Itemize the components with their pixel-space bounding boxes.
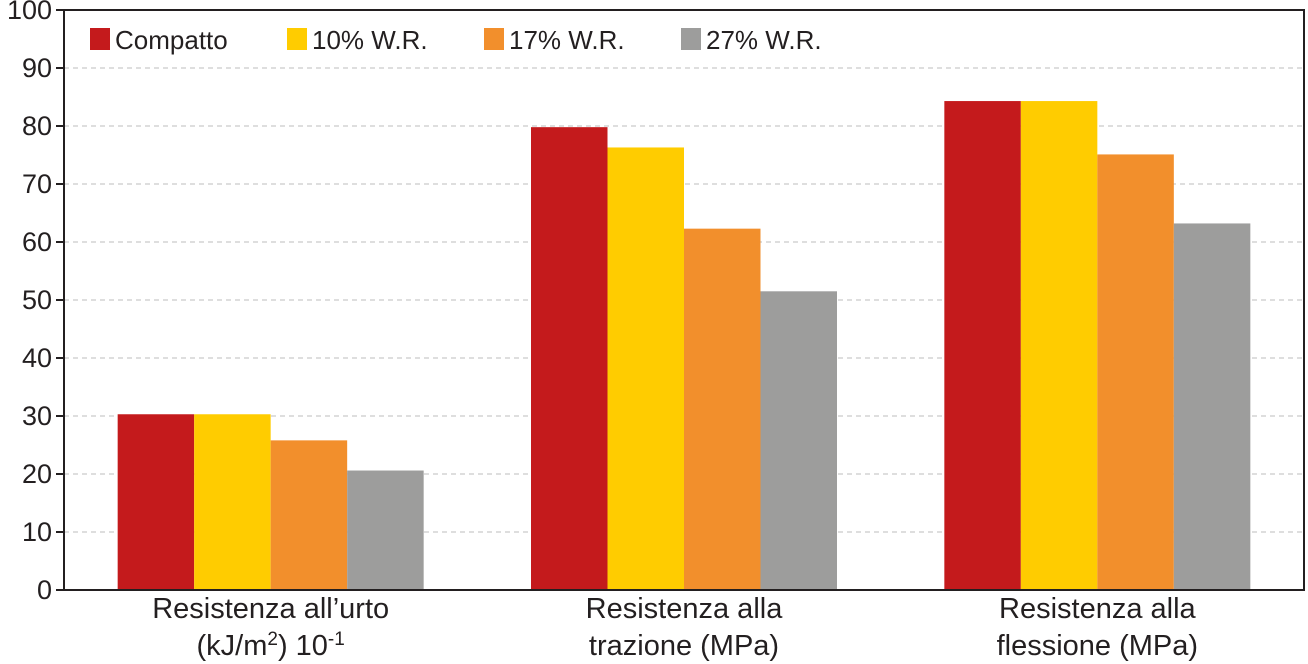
bar-27-w-r	[347, 470, 424, 590]
x-category-label: Resistenza alla	[999, 593, 1197, 625]
x-category-label: (kJ/m2) 10-1	[196, 629, 344, 662]
bar-27-w-r	[760, 291, 837, 590]
y-tick-label: 90	[22, 53, 52, 83]
y-tick-label: 70	[22, 169, 52, 199]
x-category-label: Resistenza alla	[586, 593, 784, 625]
bar-17-w-r	[1097, 154, 1174, 591]
bar-compatto	[944, 101, 1021, 590]
bar-17-w-r	[270, 440, 348, 590]
y-tick-label: 80	[22, 111, 52, 141]
bar-compatto	[117, 414, 195, 590]
legend-swatch	[484, 28, 504, 50]
bar-17-w-r	[684, 228, 761, 590]
legend-label: 10% W.R.	[312, 25, 428, 55]
bar-compatto	[531, 127, 608, 590]
y-tick-label: 100	[7, 0, 52, 25]
bar-27-w-r	[1173, 223, 1251, 590]
bar-10-w-r	[1020, 101, 1098, 590]
y-tick-label: 10	[22, 517, 52, 547]
y-tick-label: 50	[22, 285, 52, 315]
y-tick-label: 0	[37, 575, 52, 605]
y-tick-label: 40	[22, 343, 52, 373]
x-category-label: trazione (MPa)	[589, 630, 779, 662]
bar-10-w-r	[607, 147, 684, 590]
legend-swatch	[287, 28, 307, 50]
legend: Compatto 10% W.R. 17% W.R. 27% W.R.	[90, 25, 822, 55]
y-tick-label: 60	[22, 227, 52, 257]
y-tick-label: 30	[22, 401, 52, 431]
legend-swatch	[681, 28, 701, 50]
legend-swatch	[90, 28, 110, 50]
legend-label: Compatto	[115, 25, 228, 55]
y-tick-label: 20	[22, 459, 52, 489]
x-category-label: Resistenza all’urto	[152, 593, 389, 625]
bars	[117, 101, 1251, 591]
y-axis-ticks: 0 10 20 30 40 50 60 70 80 90 100	[7, 0, 64, 605]
x-axis-labels: Resistenza all’urto (kJ/m2) 10-1 Resistenz…	[152, 593, 1198, 662]
legend-label: 17% W.R.	[509, 25, 625, 55]
bar-10-w-r	[194, 414, 271, 590]
x-category-label: flessione (MPa)	[997, 630, 1198, 662]
legend-label: 27% W.R.	[706, 25, 822, 55]
